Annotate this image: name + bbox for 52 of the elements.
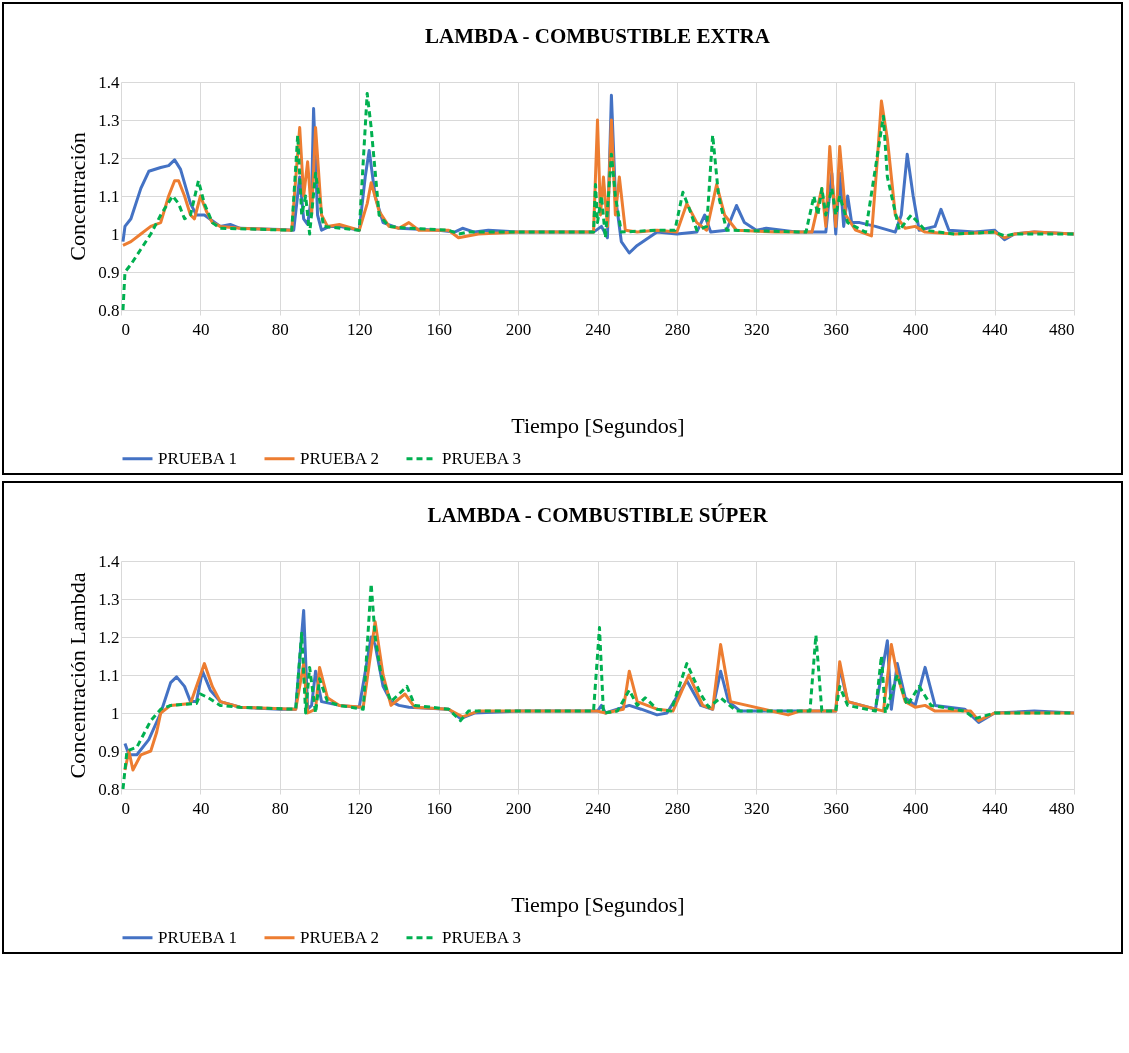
x-tick-label: 120 bbox=[347, 798, 373, 818]
y-tick-label: 1.1 bbox=[98, 665, 120, 685]
x-axis-title: Tiempo [Segundos] bbox=[511, 412, 685, 438]
x-tick-label: 40 bbox=[192, 798, 210, 818]
y-tick-label: 0.8 bbox=[98, 779, 120, 799]
legend-label: PRUEBA 3 bbox=[442, 927, 521, 947]
legend-label: PRUEBA 1 bbox=[158, 448, 237, 468]
x-tick-label: 0 bbox=[121, 319, 130, 339]
y-axis-title: Concentración Lambda bbox=[65, 572, 91, 779]
y-tick-label: 0.9 bbox=[98, 741, 120, 761]
y-tick-label: 1.2 bbox=[98, 627, 120, 647]
x-tick-label: 240 bbox=[585, 798, 611, 818]
y-tick-label: 1 bbox=[111, 224, 120, 244]
x-tick-label: 280 bbox=[664, 319, 691, 339]
x-tick-label: 360 bbox=[823, 319, 849, 339]
y-tick-label: 1.4 bbox=[98, 551, 120, 571]
x-tick-label: 320 bbox=[744, 319, 770, 339]
x-tick-label: 400 bbox=[902, 319, 929, 339]
x-tick-label: 120 bbox=[347, 319, 373, 339]
y-tick-label: 1.1 bbox=[98, 186, 120, 206]
x-tick-label: 320 bbox=[744, 798, 770, 818]
x-tick-label: 200 bbox=[505, 798, 532, 818]
y-tick-label: 0.9 bbox=[98, 262, 120, 282]
legend-label: PRUEBA 3 bbox=[442, 448, 521, 468]
y-tick-label: 1 bbox=[111, 703, 120, 723]
x-tick-label: 240 bbox=[585, 319, 611, 339]
x-tick-label: 160 bbox=[426, 798, 452, 818]
y-tick-label: 1.3 bbox=[98, 110, 120, 130]
y-tick-label: 1.3 bbox=[98, 589, 120, 609]
chart-title: LAMBDA - COMBUSTIBLE EXTRA bbox=[425, 24, 771, 48]
legend-label: PRUEBA 2 bbox=[300, 927, 379, 947]
x-tick-label: 160 bbox=[426, 319, 452, 339]
y-tick-label: 0.8 bbox=[98, 300, 120, 320]
y-tick-label: 1.2 bbox=[98, 148, 120, 168]
legend-label: PRUEBA 2 bbox=[300, 448, 379, 468]
x-tick-label: 440 bbox=[982, 798, 1008, 818]
y-tick-label: 1.4 bbox=[98, 72, 120, 92]
chart-title: LAMBDA - COMBUSTIBLE SÚPER bbox=[427, 503, 769, 527]
x-tick-label: 40 bbox=[192, 319, 210, 339]
x-tick-label: 400 bbox=[902, 798, 929, 818]
x-tick-label: 80 bbox=[271, 798, 289, 818]
legend-label: PRUEBA 1 bbox=[158, 927, 237, 947]
x-tick-label: 280 bbox=[664, 798, 691, 818]
x-tick-label: 80 bbox=[271, 319, 289, 339]
x-tick-label: 480 bbox=[1049, 798, 1075, 818]
x-tick-label: 360 bbox=[823, 798, 849, 818]
x-tick-label: 440 bbox=[982, 319, 1008, 339]
x-tick-label: 0 bbox=[121, 798, 130, 818]
x-tick-label: 480 bbox=[1049, 319, 1075, 339]
x-tick-label: 200 bbox=[505, 319, 532, 339]
x-axis-title: Tiempo [Segundos] bbox=[511, 891, 685, 917]
y-axis-title: Concentración bbox=[65, 132, 91, 261]
